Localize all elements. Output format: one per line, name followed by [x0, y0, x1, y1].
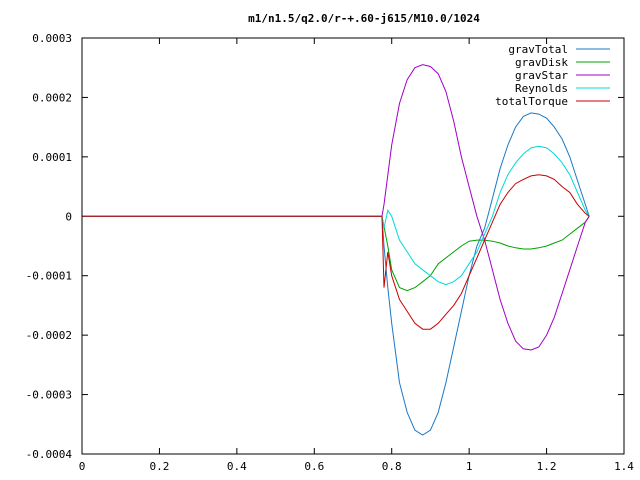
series-line-gravTotal: [82, 112, 590, 436]
x-tick-label: 1.4: [614, 460, 634, 473]
series-line-gravDisk: [82, 215, 590, 292]
y-tick-label: 0: [65, 210, 72, 223]
y-tick-label: -0.0001: [26, 270, 72, 283]
series-line-gravStar: [82, 64, 590, 351]
x-tick-label: 0: [79, 460, 86, 473]
series-line-totalTorque: [82, 174, 590, 330]
y-tick-label: -0.0004: [26, 448, 73, 461]
legend-label-gravTotal: gravTotal: [508, 43, 568, 56]
legend-label-totalTorque: totalTorque: [495, 95, 568, 108]
legend-label-Reynolds: Reynolds: [515, 82, 568, 95]
y-tick-label: -0.0002: [26, 329, 72, 342]
legend: gravTotalgravDiskgravStarReynoldstotalTo…: [495, 43, 610, 108]
chart-title: m1/n1.5/q2.0/r-+.60-j615/M10.0/1024: [248, 12, 480, 25]
y-tick-label: 0.0002: [32, 91, 72, 104]
x-axis-ticks: 0 0.2 0.4 0.6 0.8 1 1.2 1.4: [79, 38, 634, 473]
legend-label-gravDisk: gravDisk: [515, 56, 568, 69]
x-tick-label: 0.4: [227, 460, 247, 473]
series-line-Reynolds: [82, 145, 590, 286]
y-tick-label: 0.0001: [32, 151, 72, 164]
x-tick-label: 0.6: [304, 460, 324, 473]
y-tick-label: 0.0003: [32, 32, 72, 45]
y-tick-label: -0.0003: [26, 389, 72, 402]
legend-label-gravStar: gravStar: [515, 69, 568, 82]
series-lines: [82, 64, 590, 436]
x-tick-label: 0.8: [382, 460, 402, 473]
plot-frame: [81, 37, 625, 455]
x-tick-label: 1.2: [537, 460, 557, 473]
x-tick-label: 0.2: [149, 460, 169, 473]
y-axis-ticks: 0.0003 0.0002 0.0001 0 -0.0001 -0.0002 -0.0003…: [26, 32, 624, 461]
x-tick-label: 1: [466, 460, 473, 473]
